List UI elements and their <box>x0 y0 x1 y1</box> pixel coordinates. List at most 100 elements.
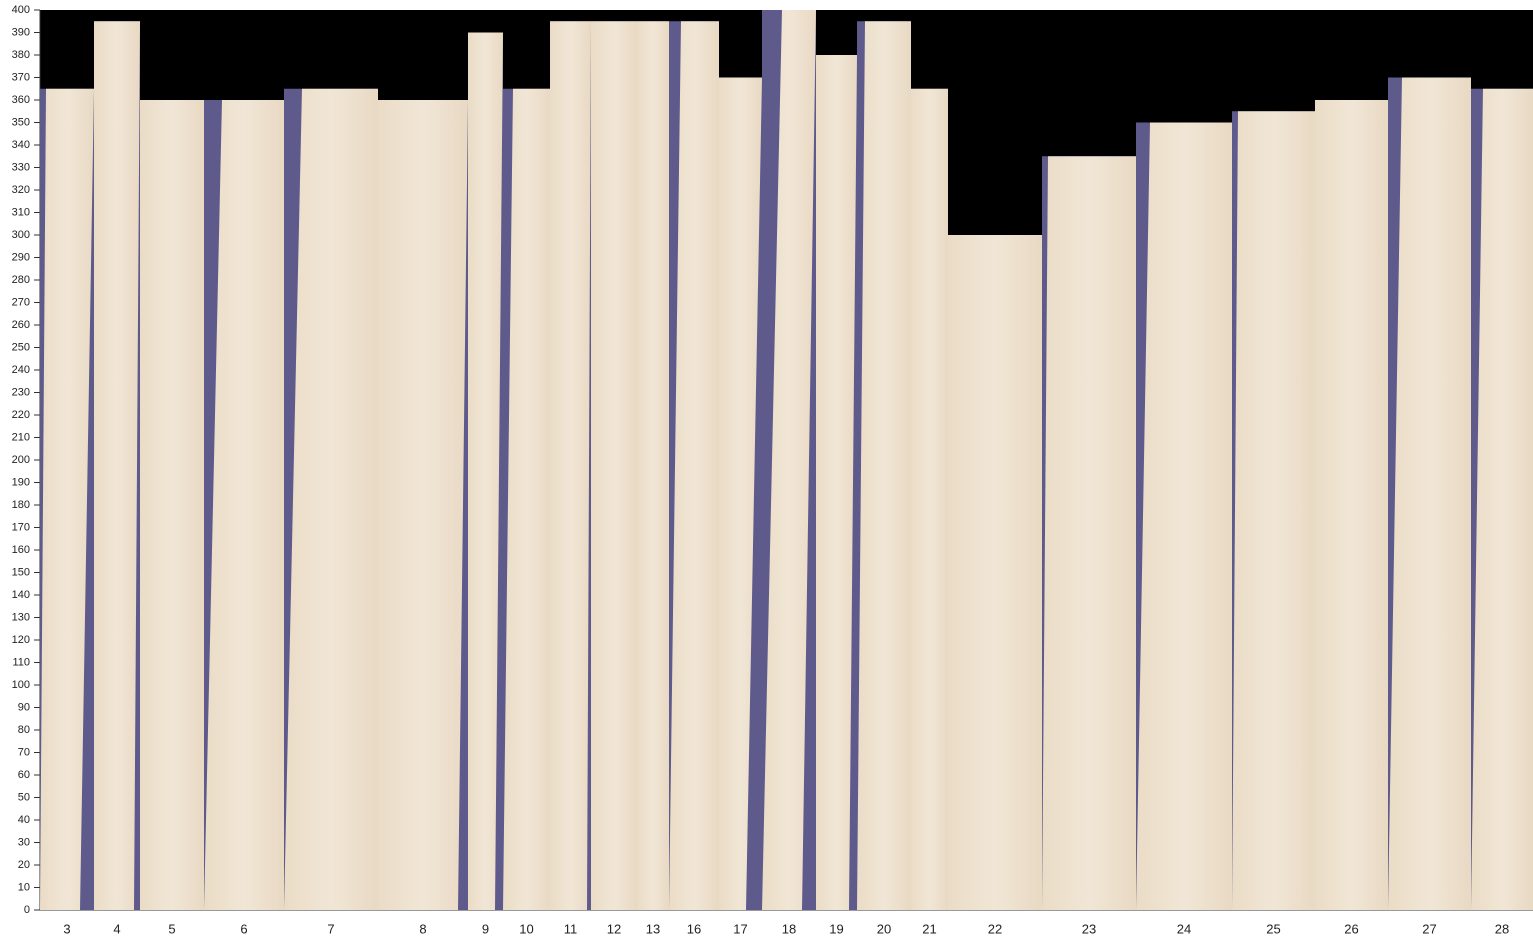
veneer <box>204 100 284 910</box>
veneer <box>1136 122 1232 910</box>
x-tick-label: 28 <box>1495 921 1509 936</box>
x-tick-label: 16 <box>687 921 701 936</box>
x-tick-label: 26 <box>1344 921 1358 936</box>
y-tick-label: 400 <box>12 4 30 16</box>
x-tick-label: 10 <box>519 921 533 936</box>
x-tick-label: 24 <box>1177 921 1191 936</box>
y-tick-label: 70 <box>18 746 30 758</box>
y-tick-label: 180 <box>12 499 30 511</box>
x-tick-label: 6 <box>240 921 247 936</box>
board <box>591 21 637 910</box>
board <box>669 21 719 910</box>
veneer <box>719 77 762 910</box>
x-tick-label: 12 <box>607 921 621 936</box>
y-tick-label: 230 <box>12 386 30 398</box>
veneer <box>1232 111 1315 910</box>
board <box>719 77 762 910</box>
veneer <box>284 88 378 910</box>
y-tick-label: 160 <box>12 544 30 556</box>
x-tick-label: 9 <box>482 921 489 936</box>
board <box>284 88 378 910</box>
y-tick-label: 390 <box>12 26 30 38</box>
y-tick-label: 150 <box>12 566 30 578</box>
board <box>911 88 948 910</box>
x-tick-label: 19 <box>829 921 843 936</box>
board <box>40 88 94 910</box>
board <box>1388 77 1471 910</box>
x-tick-label: 8 <box>419 921 426 936</box>
x-tick-label: 11 <box>564 921 578 936</box>
y-tick-label: 50 <box>18 791 30 803</box>
x-tick-label: 7 <box>327 921 334 936</box>
y-tick-label: 210 <box>12 431 30 443</box>
board <box>378 100 468 910</box>
board <box>1136 122 1232 910</box>
x-tick-label: 17 <box>733 921 747 936</box>
x-tick-label: 22 <box>988 921 1002 936</box>
veneer <box>503 88 550 910</box>
y-tick-label: 20 <box>18 859 30 871</box>
y-tick-label: 110 <box>12 656 30 668</box>
board <box>204 100 284 910</box>
veneer <box>378 100 468 910</box>
y-tick-label: 360 <box>12 94 30 106</box>
veneer <box>1388 77 1471 910</box>
y-tick-label: 310 <box>12 206 30 218</box>
x-tick-label: 21 <box>922 921 936 936</box>
y-tick-label: 260 <box>12 319 30 331</box>
x-tick-label: 5 <box>168 921 175 936</box>
y-tick-label: 90 <box>18 701 30 713</box>
y-tick-label: 0 <box>24 904 30 916</box>
x-tick-label: 27 <box>1422 921 1436 936</box>
veneer <box>140 100 204 910</box>
x-tick-label: 3 <box>63 921 70 936</box>
y-tick-label: 120 <box>12 634 30 646</box>
veneer <box>762 10 816 910</box>
board <box>503 88 550 910</box>
y-tick-label: 340 <box>12 139 30 151</box>
veneer <box>948 235 1042 910</box>
board <box>550 21 591 910</box>
board <box>140 100 204 910</box>
y-tick-label: 270 <box>12 296 30 308</box>
y-tick-label: 330 <box>12 161 30 173</box>
y-tick-label: 100 <box>12 679 30 691</box>
board <box>1471 88 1533 910</box>
y-tick-label: 30 <box>18 836 30 848</box>
x-tick-label: 4 <box>113 921 120 936</box>
board <box>1232 111 1315 910</box>
veneer <box>550 21 591 910</box>
x-tick-label: 20 <box>877 921 891 936</box>
y-tick-label: 40 <box>18 814 30 826</box>
veneer <box>40 88 94 910</box>
y-tick-label: 300 <box>12 229 30 241</box>
veneer <box>94 21 140 910</box>
veneer <box>669 21 719 910</box>
y-tick-label: 320 <box>12 184 30 196</box>
board <box>762 10 816 910</box>
board <box>468 32 503 910</box>
veneer <box>1042 156 1136 910</box>
y-tick-label: 350 <box>12 116 30 128</box>
board <box>816 55 857 910</box>
y-tick-label: 190 <box>12 476 30 488</box>
board <box>948 235 1042 910</box>
y-tick-label: 170 <box>12 521 30 533</box>
x-tick-label: 13 <box>646 921 660 936</box>
y-tick-label: 60 <box>18 769 30 781</box>
y-tick-label: 200 <box>12 454 30 466</box>
veneer <box>857 21 911 910</box>
x-tick-label: 23 <box>1082 921 1096 936</box>
veneer <box>911 88 948 910</box>
y-tick-label: 140 <box>12 589 30 601</box>
veneer <box>1315 100 1388 910</box>
y-tick-label: 240 <box>12 364 30 376</box>
y-tick-label: 290 <box>12 251 30 263</box>
board <box>1042 156 1136 910</box>
x-tick-label: 18 <box>782 921 796 936</box>
veneer <box>816 55 857 910</box>
board <box>1315 100 1388 910</box>
y-tick-label: 370 <box>12 71 30 83</box>
y-tick-label: 250 <box>12 341 30 353</box>
